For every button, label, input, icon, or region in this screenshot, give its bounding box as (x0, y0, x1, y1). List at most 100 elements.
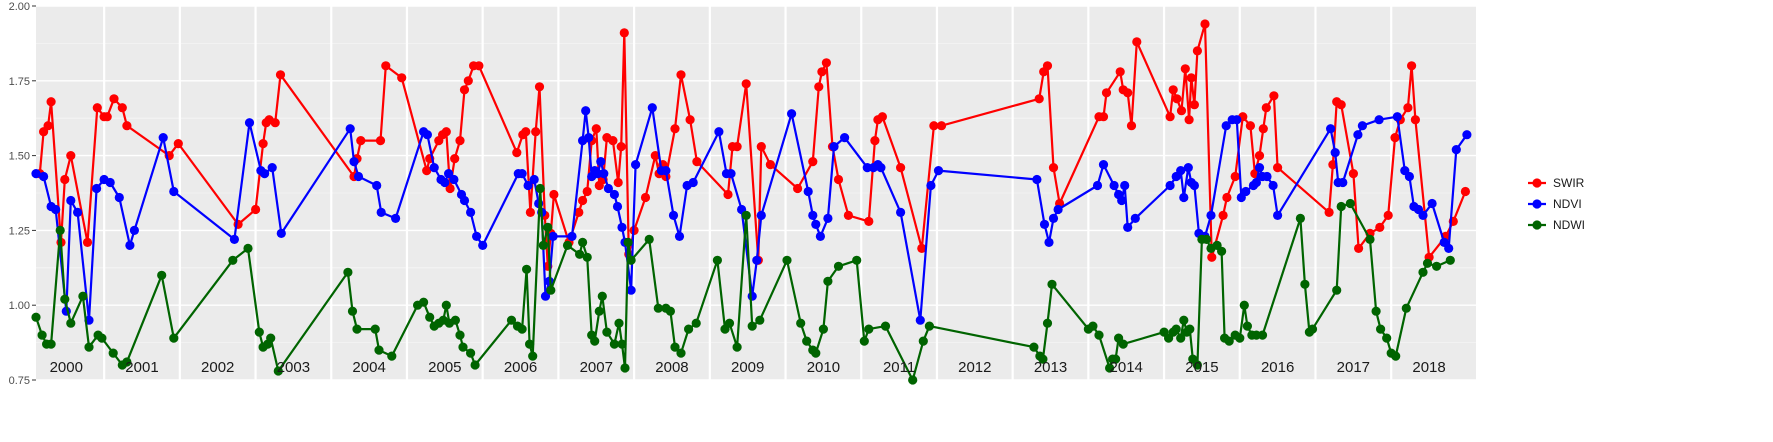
swir-point (1460, 186, 1470, 197)
swir-point (1403, 103, 1413, 113)
swir-point (1200, 19, 1210, 29)
ndvi-point (674, 231, 685, 241)
ndwi-point (594, 306, 604, 316)
swir-point (117, 103, 127, 113)
ndvi-point (647, 103, 657, 113)
ndvi-point (915, 315, 925, 325)
ndwi-point (1217, 246, 1227, 256)
ndvi-point (1357, 121, 1367, 131)
ndwi-point (538, 240, 548, 250)
swir-point (578, 195, 588, 206)
swir-point (1184, 115, 1194, 125)
ndwi-point (1171, 324, 1181, 334)
swir-point (574, 207, 584, 217)
swir-point (692, 157, 702, 167)
ndwi-point (802, 336, 812, 346)
swir-point (1123, 88, 1133, 98)
ndvi-point (478, 240, 488, 250)
ndvi-point (612, 201, 623, 212)
year-label: 2011 (883, 359, 915, 376)
ndwi-point (676, 348, 686, 358)
y-tick-label: 1.75 (9, 76, 30, 88)
ndwi-point (1185, 324, 1195, 334)
ndvi-point (1039, 219, 1050, 229)
legend-label: SWIR (1553, 176, 1585, 190)
ndvi-point (459, 195, 470, 206)
ndvi-point (73, 207, 83, 217)
series-ndvi (31, 103, 1472, 325)
ndwi-point (37, 330, 47, 340)
year-label: 2002 (201, 359, 234, 376)
ndwi-point (670, 342, 680, 352)
ndvi-point (631, 160, 641, 170)
swir-point (258, 139, 268, 149)
swir-point (582, 186, 592, 197)
ndwi-point (78, 291, 88, 301)
swir-point (534, 82, 545, 92)
swir-point (43, 121, 53, 131)
year-label: 2006 (504, 359, 537, 376)
swir-point (814, 82, 824, 92)
ndwi-point (918, 336, 928, 346)
ndwi-point (617, 339, 627, 349)
swir-point (1172, 94, 1182, 104)
ndvi-point (158, 133, 168, 143)
year-label: 2015 (1185, 359, 1218, 376)
swir-point (1390, 133, 1400, 143)
ndvi-point (1241, 186, 1251, 197)
swir-point (1273, 163, 1283, 173)
swir-point (1336, 100, 1346, 110)
legend-item-swir: SWIR (1528, 176, 1585, 190)
ndvi-point (92, 183, 102, 194)
ndvi-point (599, 169, 609, 179)
swir-point (397, 73, 407, 83)
ndvi-point (349, 157, 359, 167)
ndvi-point (372, 180, 382, 191)
ndvi-point (1165, 180, 1175, 191)
legend-label: NDVI (1553, 197, 1582, 211)
ndvi-point (876, 163, 886, 173)
swir-point (1324, 207, 1334, 217)
swir-point (275, 70, 286, 80)
ndvi-point (1189, 180, 1199, 191)
ndwi-point (1201, 234, 1212, 244)
ndwi-point (441, 300, 451, 310)
ndwi-point (590, 336, 600, 346)
ndwi-point (1257, 330, 1268, 340)
ndvi-point (244, 118, 255, 128)
ndwi-point (46, 339, 56, 349)
ndvi-point (529, 174, 539, 185)
y-tick-label: 0.75 (9, 375, 30, 387)
ndvi-point (444, 169, 454, 179)
swir-point (459, 85, 470, 95)
ndvi-point (548, 231, 558, 241)
ndwi-point (852, 255, 862, 265)
ndwi-point (1176, 333, 1186, 343)
year-label: 2017 (1337, 359, 1370, 376)
ndvi-point (1326, 124, 1336, 134)
ndvi-point (125, 240, 135, 250)
ndvi-point (1462, 130, 1472, 140)
ndwi-point (1336, 201, 1346, 212)
ndvi-point (129, 225, 139, 235)
ndvi-point (808, 210, 818, 220)
ndvi-point (1254, 163, 1265, 173)
ndvi-point (1374, 115, 1384, 125)
ndvi-point (517, 169, 527, 179)
swir-point (1410, 115, 1420, 125)
ndwi-point (691, 318, 701, 328)
ndwi-point (525, 339, 535, 349)
ndwi-point (535, 183, 545, 194)
year-label: 2016 (1261, 359, 1294, 376)
ndwi-point (1242, 321, 1252, 331)
swir-point (356, 136, 366, 146)
swir-point (1348, 169, 1358, 179)
ndwi-point (1376, 324, 1386, 334)
swir-point (1375, 222, 1385, 232)
swir-point (455, 136, 465, 146)
year-label: 2005 (428, 359, 461, 376)
ndwi-point (1192, 360, 1202, 370)
ndvi-point (752, 255, 762, 265)
ndwi-point (1111, 354, 1121, 364)
ndwi-point (1307, 324, 1318, 334)
